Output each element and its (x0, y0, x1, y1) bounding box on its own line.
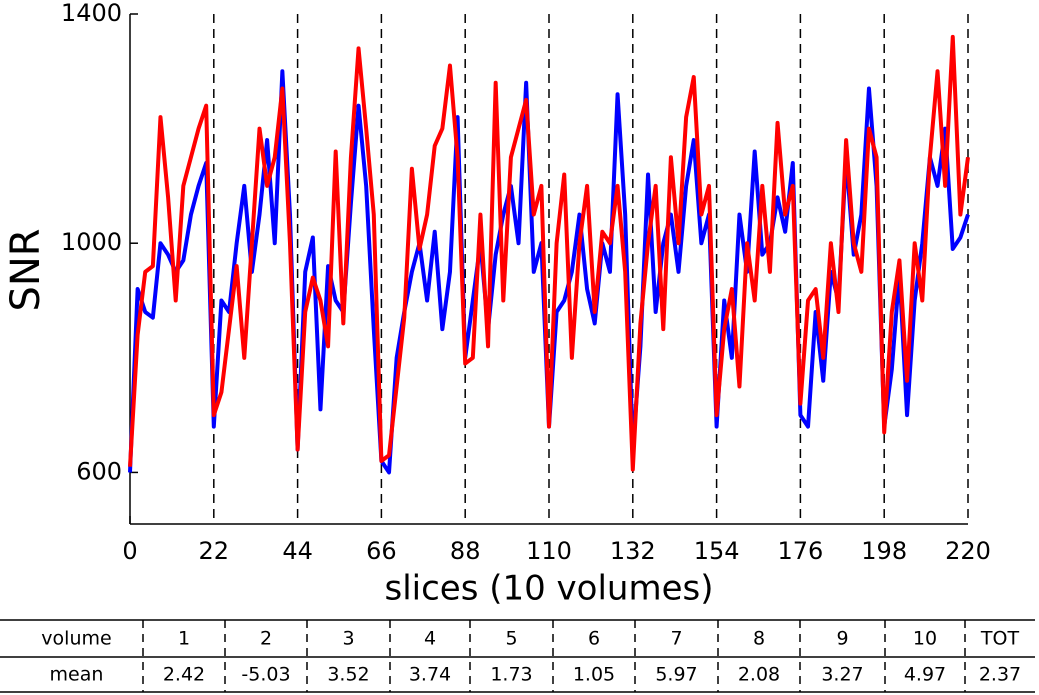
table-cell: 7 (670, 628, 682, 650)
table-cell: 4.97 (904, 664, 946, 686)
table-cell: 5.97 (655, 664, 697, 686)
table-cell: 3.27 (821, 664, 863, 686)
series-line (128, 34, 970, 472)
x-tick-label: 110 (526, 537, 572, 565)
x-tick-label: 132 (610, 537, 656, 565)
x-axis-label: slices (10 volumes) (384, 569, 713, 609)
x-tick-label: 0 (122, 537, 137, 565)
x-tick-label: 44 (282, 537, 313, 565)
table-cell: 2.42 (163, 664, 205, 686)
x-tick-label: 154 (694, 537, 740, 565)
y-axis-label: SNR (3, 228, 49, 311)
table-cell: -5.03 (241, 664, 290, 686)
table-cell: 1.73 (490, 664, 532, 686)
table-cell: 2.08 (738, 664, 780, 686)
table-cell: 6 (588, 628, 600, 650)
table-cell: 1 (178, 628, 190, 650)
table-cell: 10 (913, 628, 937, 650)
table-cell: 4 (424, 628, 436, 650)
x-tick-label: 220 (945, 537, 991, 565)
x-tick-label: 66 (366, 537, 397, 565)
table-cell: 3.52 (327, 664, 369, 686)
y-tick-label: 1400 (61, 0, 122, 27)
x-tick-label: 198 (861, 537, 907, 565)
table-cell: TOT (980, 628, 1020, 650)
table-cell: 5 (505, 628, 517, 650)
y-tick-label: 1000 (61, 228, 122, 256)
table-cell: 3 (342, 628, 354, 650)
table-cell: 2 (260, 628, 272, 650)
table-cell: 2.37 (979, 664, 1021, 686)
table-cell: 1.05 (573, 664, 615, 686)
table-cell: mean (50, 664, 104, 686)
x-tick-label: 22 (199, 537, 230, 565)
x-tick-label: 176 (777, 537, 823, 565)
table-cell: 8 (753, 628, 765, 650)
table-cell: 9 (836, 628, 848, 650)
table-cell: volume (41, 628, 111, 650)
table-cell: 3.74 (409, 664, 451, 686)
x-tick-label: 88 (450, 537, 481, 565)
y-tick-label: 600 (76, 457, 122, 485)
